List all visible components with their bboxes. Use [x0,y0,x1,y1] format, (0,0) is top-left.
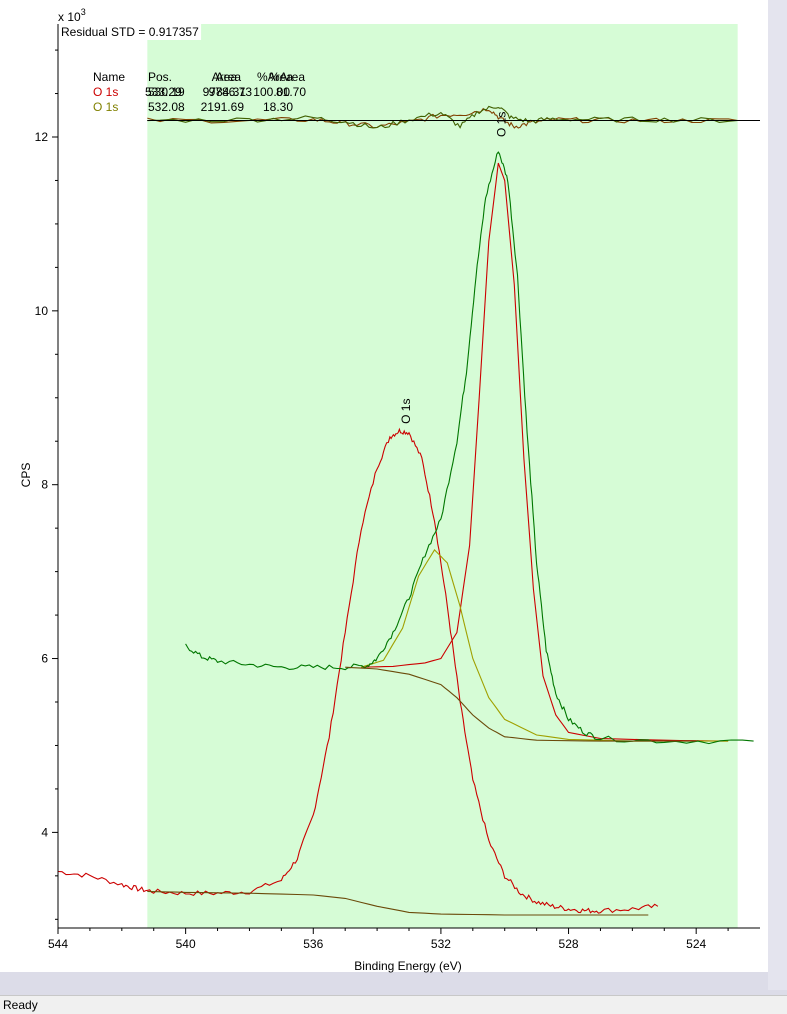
table-row-pct: 100.00 [253,85,290,99]
peak-label: O 1s [399,399,413,424]
table-row-pos: 533.29 [145,85,182,99]
table-row-pos: 532.08 [148,100,185,114]
table-header-area: Area [216,70,242,84]
x-tick-label: 544 [48,937,68,951]
peak-label: O 1s [495,112,509,137]
table-row-pos: 530.19 [148,85,185,99]
table-row-pct: 18.30 [263,100,293,114]
y-tick-label: 10 [35,304,49,318]
table-row-name: O 1s [93,100,118,114]
x-tick-label: 528 [559,937,579,951]
residual-std: Residual STD = 0.917357 [61,25,199,39]
y-tick-label: 8 [41,478,48,492]
series-line-1 [361,162,729,742]
table-row-name: O 1s [93,85,118,99]
series-line-2 [360,549,729,742]
table-header-pos: Pos. [148,70,172,84]
xps-spectrum-chart: 544 540 536 532 528 524 4 6 8 10 12 x 103 Residual… [19,7,760,973]
y-tick-label: 6 [41,652,48,666]
x-tick-label: 540 [176,937,196,951]
x-tick-label: 536 [303,937,323,951]
table-header-pct-area: %Area [257,70,293,84]
series-line-4 [345,666,697,742]
vertical-scrollbar[interactable] [768,0,787,990]
x-tick-label: 532 [431,937,451,951]
peak-table: Name Pos. Area Area %Area %Area O 1s 533… [93,70,306,114]
series-line-5 [147,890,649,916]
table-row-pct: 81.70 [276,85,306,99]
fit-region [147,24,738,928]
y-tick-label: 12 [35,130,49,144]
residual-std-box [59,24,202,40]
y-multiplier: x 103 [58,7,86,24]
table-header-name: Name [93,70,125,84]
table-header-area: Area [212,70,238,84]
series-line-3 [185,151,754,745]
status-bar: Ready [0,995,787,1014]
y-axis-label: CPS [19,463,33,488]
table-row-area: 9786.73 [209,85,253,99]
table-header-pct-area: %Area [269,70,305,84]
table-row-area: 9784.31 [203,85,247,99]
x-tick-label: 524 [686,937,706,951]
x-axis-label: Binding Energy (eV) [354,959,461,973]
y-tick-label: 4 [41,825,48,839]
table-row-area: 2191.69 [201,100,245,114]
status-text: Ready [3,998,38,1012]
